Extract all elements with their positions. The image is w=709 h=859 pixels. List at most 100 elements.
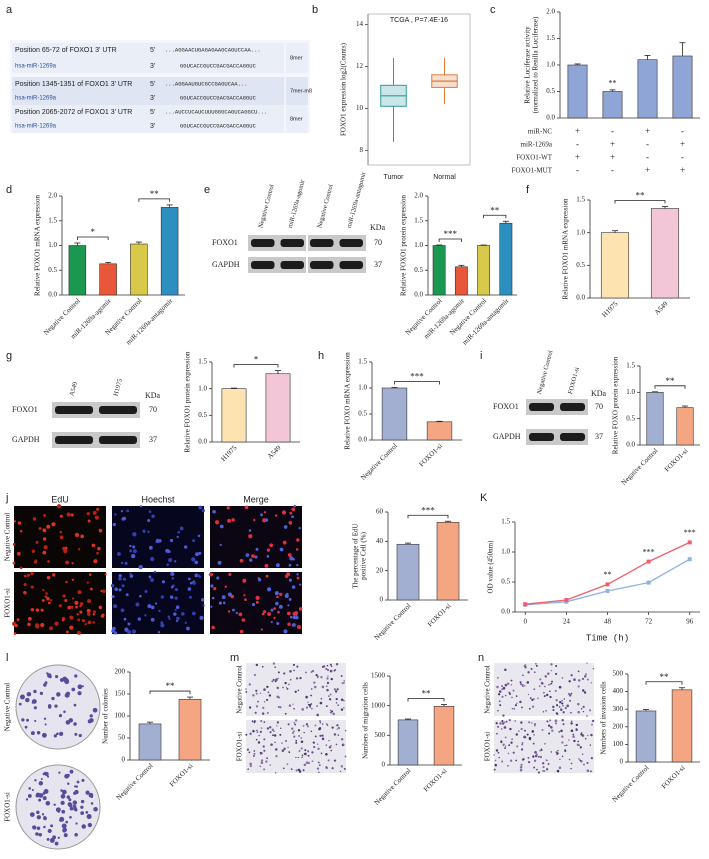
cell (329, 669, 333, 673)
cell (150, 578, 155, 583)
lane-label: A549 (69, 381, 80, 397)
cell (508, 718, 512, 722)
cell (184, 621, 187, 625)
condition-label: FOXO1-WT (516, 154, 552, 162)
cell (288, 578, 292, 582)
cell (520, 706, 523, 709)
cell (289, 670, 292, 673)
bar (426, 421, 453, 441)
cell (293, 730, 295, 732)
cell (532, 742, 535, 745)
x-tick-label: FOXO1-si (660, 764, 687, 791)
cell (274, 591, 279, 596)
cell (279, 547, 284, 552)
cell (49, 599, 53, 602)
cell (277, 705, 280, 708)
cell (508, 744, 511, 747)
y-tick-label: 0.5 (626, 414, 635, 422)
cell (129, 572, 132, 576)
cell (531, 705, 535, 708)
colony (69, 815, 72, 819)
band (251, 239, 275, 247)
colony (80, 799, 85, 804)
cell (295, 615, 299, 620)
colony (38, 833, 42, 837)
y-tick-label: 2.0 (48, 192, 57, 200)
y-tick-label: 1.0 (48, 241, 57, 249)
cell (244, 505, 249, 510)
colony (53, 734, 57, 738)
cell (291, 507, 296, 512)
protein-label: FOXO1 (12, 405, 38, 414)
cell (139, 505, 143, 508)
y-tick-label: 1.0 (414, 241, 423, 249)
colony (73, 703, 77, 707)
cell (561, 702, 564, 705)
y-tick-label: 2.0 (414, 192, 423, 200)
cell (295, 769, 298, 772)
cell (320, 752, 323, 755)
cell (270, 621, 273, 624)
cell (298, 527, 301, 530)
significance-label: * (254, 355, 259, 365)
cell (339, 770, 342, 773)
cell (332, 712, 335, 716)
cell (52, 573, 56, 577)
cell (566, 744, 568, 747)
panel-label: l (6, 652, 8, 664)
x-tick-label: Negative Control (373, 602, 413, 642)
cell (570, 711, 572, 714)
cell (253, 518, 256, 522)
cell (273, 616, 276, 620)
cell (121, 584, 125, 588)
mirna-end: 3' (150, 63, 155, 70)
cell (504, 683, 508, 687)
x-tick-label: FOXO1-si (426, 602, 453, 629)
cell (113, 604, 118, 609)
y-tick-label: 12 (356, 62, 364, 70)
cell (546, 693, 549, 697)
cell (255, 689, 258, 692)
cell (555, 672, 558, 675)
cell (247, 768, 249, 770)
y-tick-label: 0.0 (358, 436, 367, 444)
condition-label: miR-1269a (521, 141, 553, 149)
cell (157, 630, 161, 634)
cell (310, 688, 313, 690)
band (99, 436, 137, 444)
significance-bracket (149, 690, 191, 695)
cell (555, 699, 558, 702)
cell (516, 745, 519, 748)
colony (32, 825, 37, 830)
colony (39, 691, 44, 696)
x-tick-label: Negative Control (115, 762, 155, 802)
cell (581, 689, 585, 692)
cell (292, 623, 296, 627)
cell (282, 686, 284, 689)
cell (257, 578, 262, 582)
cell (287, 746, 289, 749)
cell (160, 623, 165, 628)
cell (170, 585, 174, 589)
micrograph (494, 663, 594, 716)
cell (501, 760, 504, 763)
cell (293, 669, 295, 672)
cell (327, 675, 329, 677)
cell (581, 677, 585, 681)
cell (56, 504, 62, 509)
cell (176, 616, 180, 621)
colony (59, 816, 65, 822)
cell (174, 608, 177, 612)
cell (514, 704, 517, 707)
cell (279, 706, 282, 709)
cell (265, 760, 268, 763)
cell (523, 736, 527, 739)
cell (304, 749, 307, 752)
cell (271, 680, 274, 683)
cell (274, 666, 276, 669)
cell (561, 755, 564, 758)
cell (549, 690, 551, 693)
cell (42, 588, 45, 592)
cell (527, 757, 530, 759)
colony (74, 732, 78, 736)
